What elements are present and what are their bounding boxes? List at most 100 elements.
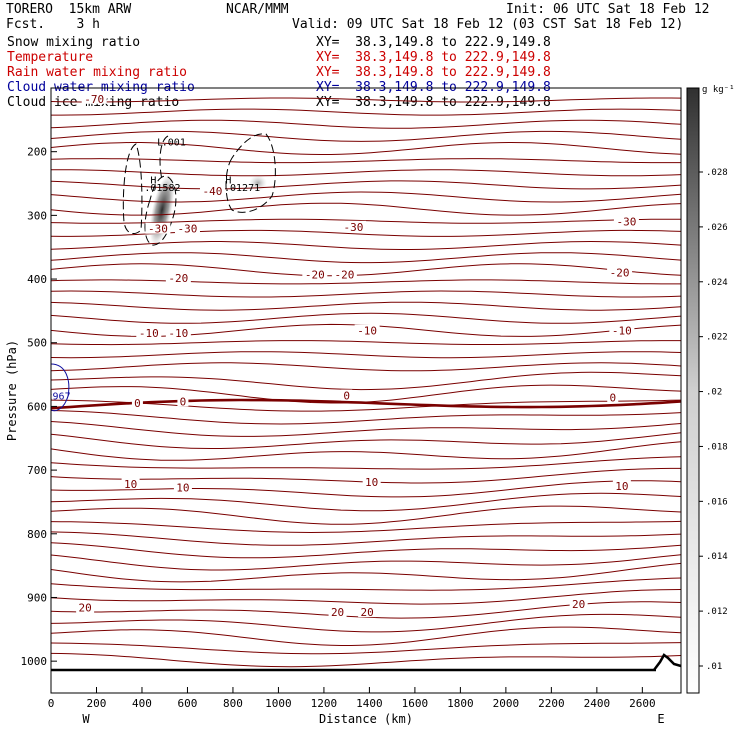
isotherm-label: -30 bbox=[616, 216, 636, 229]
colorbar-tick-label: .018 bbox=[706, 442, 728, 452]
colorbar bbox=[686, 87, 700, 694]
isotherm-label-bg bbox=[358, 606, 377, 618]
isotherm-line bbox=[51, 520, 681, 534]
cloud-ice-contour-b bbox=[144, 175, 177, 246]
colorbar-tick-label: .016 bbox=[706, 497, 728, 507]
isotherm-label: 0 bbox=[180, 395, 187, 408]
y-tick-label: 200 bbox=[27, 146, 47, 159]
isotherm-line bbox=[51, 290, 681, 298]
isotherm-line bbox=[51, 613, 681, 633]
extremum-label: H bbox=[150, 176, 156, 187]
west-label: W bbox=[82, 712, 90, 726]
isotherm-line bbox=[51, 589, 681, 605]
x-tick-label: 0 bbox=[48, 697, 55, 710]
isotherm-line bbox=[51, 351, 681, 359]
colorbar-tick-label: .022 bbox=[706, 333, 728, 343]
isotherm-label-bg bbox=[121, 478, 140, 490]
isotherm-label-bg bbox=[607, 266, 633, 278]
org-title: NCAR/MMM bbox=[226, 2, 289, 17]
isotherm-label: 0 bbox=[343, 390, 350, 403]
isotherm-label-bg bbox=[609, 324, 635, 336]
field-cross-section-coords: XY= 38.3,149.8 to 222.9,149.8 bbox=[316, 95, 551, 110]
cloud-ice-contours bbox=[122, 133, 276, 246]
isotherm-label-bg bbox=[76, 601, 95, 613]
isotherm-label-bg bbox=[354, 324, 380, 336]
isotherm-label: -20 bbox=[168, 272, 188, 285]
isotherm-line bbox=[51, 340, 681, 346]
init-time: Init: 06 UTC Sat 18 Feb 12 bbox=[506, 2, 710, 17]
field-name: Temperature bbox=[7, 50, 94, 65]
field-cross-section-coords: XY= 38.3,149.8 to 222.9,149.8 bbox=[316, 65, 551, 80]
colorbar-tick-label: .02 bbox=[706, 388, 722, 398]
isotherm-line bbox=[51, 169, 681, 177]
isotherm-label: 20 bbox=[78, 602, 91, 615]
isotherm-label-bg bbox=[165, 271, 191, 283]
cloud-ice-contour-d bbox=[225, 133, 276, 213]
isotherm-line bbox=[51, 542, 681, 559]
isotherm-label: -10 bbox=[612, 325, 632, 338]
isotherm-label-bg bbox=[607, 391, 619, 403]
isotherm-label: 0 bbox=[134, 397, 141, 410]
isotherm-label: 20 bbox=[331, 606, 344, 619]
isotherm-label: -40 bbox=[203, 185, 223, 198]
isotherm-label-bg bbox=[174, 222, 200, 234]
colorbar-tick-label: .028 bbox=[706, 168, 728, 178]
extremum-label: .01582 bbox=[144, 183, 180, 194]
isotherm-line bbox=[51, 119, 681, 129]
isotherm-label: 10 bbox=[124, 478, 137, 491]
isotherm-line bbox=[51, 180, 681, 190]
valid-time: Valid: 09 UTC Sat 18 Feb 12 (03 CST Sat … bbox=[292, 17, 684, 32]
isotherm-line bbox=[51, 652, 681, 668]
y-tick-label: 600 bbox=[27, 400, 47, 413]
extremum-label: H bbox=[225, 176, 231, 187]
isotherm-label-bg bbox=[173, 481, 192, 493]
isotherm-line bbox=[51, 456, 681, 470]
isotherm-label-bg bbox=[131, 397, 143, 409]
isotherm-label-bg bbox=[341, 389, 353, 401]
cloud-water-label: .2967 bbox=[40, 391, 70, 402]
y-tick-label: 400 bbox=[27, 273, 47, 286]
isotherm-line bbox=[51, 505, 681, 525]
x-tick-label: 1800 bbox=[447, 697, 474, 710]
x-tick-label: 1000 bbox=[265, 697, 292, 710]
extremum-label: L bbox=[157, 137, 163, 148]
isotherm-line bbox=[51, 202, 681, 216]
field-name: Snow mixing ratio bbox=[7, 35, 141, 50]
model-title: TORERO 15km ARW bbox=[6, 2, 132, 17]
isotherm-label-bg bbox=[177, 395, 189, 407]
isotherm-line bbox=[51, 399, 681, 412]
isotherm-label: -20 bbox=[334, 269, 354, 282]
isotherm-label-bg bbox=[328, 606, 347, 618]
x-tick-label: 2200 bbox=[538, 697, 565, 710]
y-tick-label: 1000 bbox=[21, 655, 48, 668]
isotherm-label-bg bbox=[165, 327, 191, 339]
x-tick-label: 400 bbox=[132, 697, 152, 710]
forecast-hour: Fcst. 3 h bbox=[6, 17, 100, 32]
y-tick-label: 500 bbox=[27, 337, 47, 350]
isotherm-line bbox=[51, 577, 681, 591]
isotherm-line bbox=[51, 240, 681, 250]
isotherm-line bbox=[51, 410, 681, 425]
isotherm-line bbox=[51, 531, 681, 546]
cloud-ice-contour-a bbox=[122, 143, 143, 235]
isotherm-label-bg bbox=[331, 268, 357, 280]
isotherm-label-bg bbox=[613, 215, 639, 227]
isotherm-line bbox=[51, 97, 681, 103]
freezing-level-line bbox=[51, 398, 681, 410]
x-tick-label: 2600 bbox=[629, 697, 656, 710]
isotherm-line bbox=[51, 384, 681, 404]
colorbar-unit: g kg⁻¹ bbox=[702, 85, 735, 95]
isotherm-line bbox=[51, 480, 681, 498]
isotherm-label-bg bbox=[199, 185, 225, 197]
extremum-label: .01271 bbox=[224, 183, 260, 194]
cloud-ice-contour-c bbox=[159, 135, 169, 181]
isotherm-line bbox=[51, 158, 681, 164]
isotherm-line bbox=[51, 421, 681, 437]
field-cross-section-coords: XY= 38.3,149.8 to 222.9,149.8 bbox=[316, 50, 551, 65]
colorbar-tick-label: .012 bbox=[706, 607, 728, 617]
y-tick-label: 900 bbox=[27, 591, 47, 604]
x-tick-label: 1400 bbox=[356, 697, 383, 710]
isotherm-line bbox=[51, 218, 681, 224]
extremum-label: .001 bbox=[162, 137, 186, 148]
